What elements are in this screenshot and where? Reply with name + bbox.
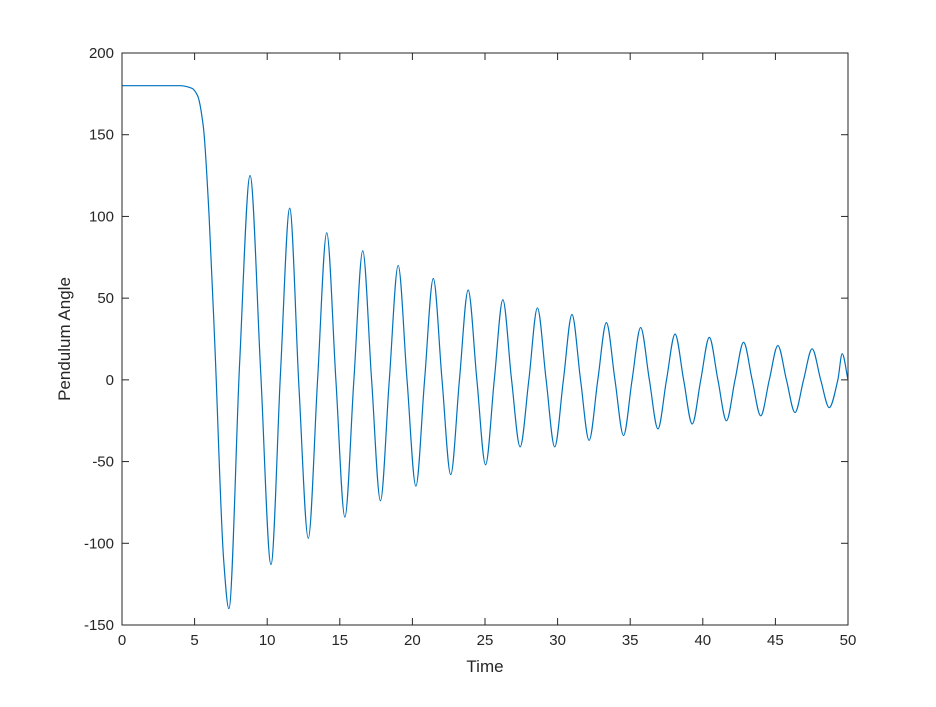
y-axis-label: Pendulum Angle (55, 277, 74, 401)
y-tick-label: 50 (97, 290, 114, 307)
x-tick-label: 0 (118, 632, 126, 649)
x-tick-label: 10 (259, 632, 276, 649)
x-tick-label: 15 (331, 632, 348, 649)
x-tick-label: 5 (190, 632, 198, 649)
x-tick-label: 20 (404, 632, 421, 649)
x-tick-label: 35 (622, 632, 639, 649)
y-tick-label: 0 (106, 372, 114, 389)
y-tick-label: -150 (84, 617, 114, 634)
x-axis-label: Time (466, 657, 503, 676)
y-tick-label: -100 (84, 535, 114, 552)
y-tick-label: 200 (89, 45, 114, 62)
x-tick-label: 25 (477, 632, 494, 649)
tick-labels: 0 5 10 15 20 25 30 35 40 45 50 -150 -100 -50 0 50 100 150… (84, 45, 856, 649)
y-tick-label: -50 (92, 454, 114, 471)
x-tick-label: 30 (549, 632, 566, 649)
series-group (121, 85, 849, 610)
y-tick-label: 100 (89, 208, 114, 225)
plot-frame (121, 52, 849, 626)
plot-area-background (122, 53, 848, 625)
series-line (121, 85, 849, 610)
y-tick-label: 150 (89, 127, 114, 144)
x-tick-label: 50 (840, 632, 857, 649)
x-tick-label: 45 (767, 632, 784, 649)
x-tick-label: 40 (694, 632, 711, 649)
